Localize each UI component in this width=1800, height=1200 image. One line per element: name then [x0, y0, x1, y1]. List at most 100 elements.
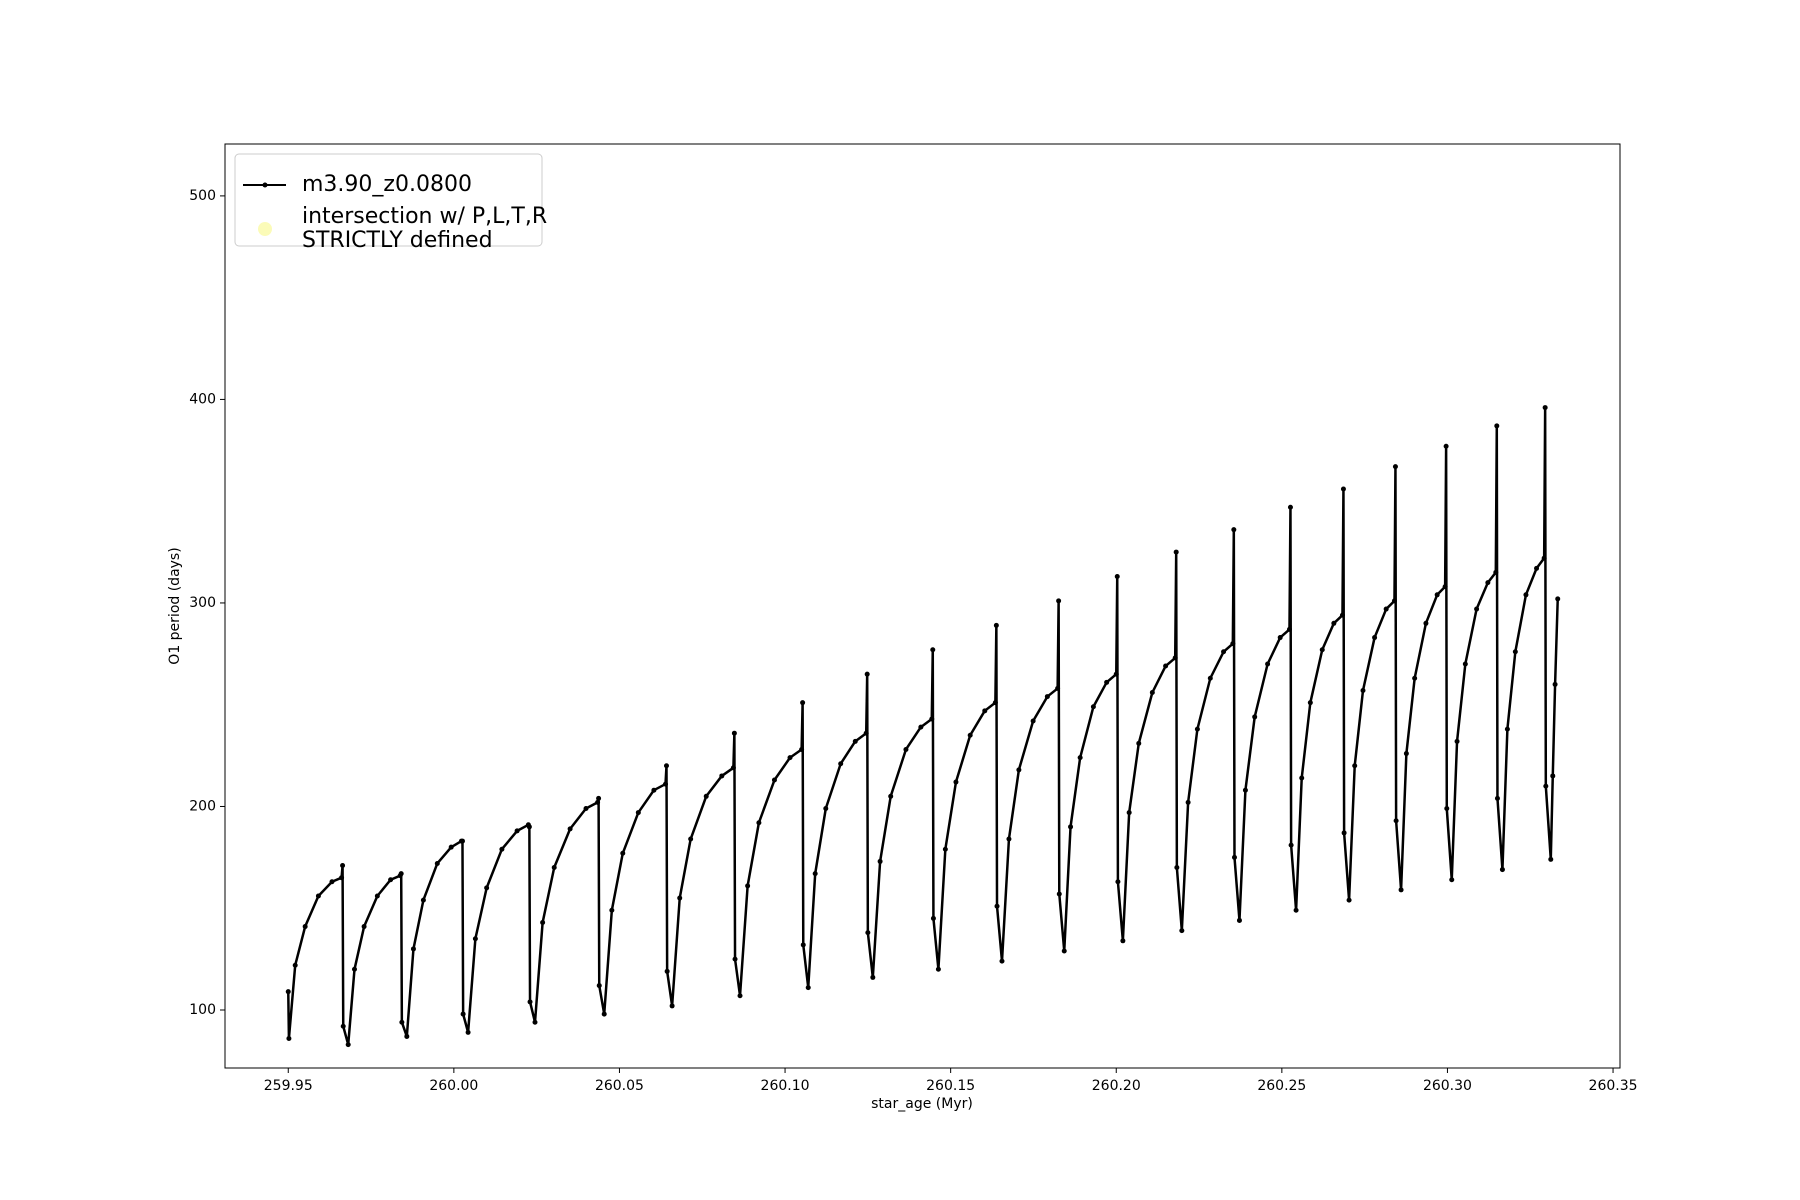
- data-point: [1288, 842, 1294, 848]
- data-point: [999, 958, 1005, 964]
- data-point: [929, 716, 935, 722]
- x-axis-label: star_age (Myr): [871, 1096, 973, 1112]
- legend-marker: [258, 222, 272, 236]
- data-point: [1360, 687, 1366, 693]
- y-tick-label: 400: [189, 391, 216, 407]
- legend-box: [234, 153, 543, 247]
- data-point: [800, 700, 806, 706]
- data-point: [1454, 738, 1460, 744]
- legend-label: m3.90_z0.0800: [302, 172, 472, 197]
- data-point: [737, 993, 743, 999]
- data-point: [404, 1033, 410, 1039]
- data-point: [1307, 700, 1313, 706]
- data-point: [1113, 671, 1119, 677]
- data-point: [870, 974, 876, 980]
- data-point: [601, 1011, 607, 1017]
- data-point: [935, 966, 941, 972]
- data-point: [877, 858, 883, 864]
- data-point: [460, 1011, 466, 1017]
- data-point: [1006, 836, 1012, 842]
- data-point: [340, 862, 346, 868]
- data-point: [1104, 679, 1110, 685]
- data-point: [664, 968, 670, 974]
- data-point: [583, 806, 589, 812]
- y-tick-label: 300: [189, 595, 216, 611]
- data-point: [1174, 865, 1180, 871]
- data-point: [688, 836, 694, 842]
- data-point: [540, 919, 546, 925]
- y-tick-label: 200: [189, 798, 216, 814]
- data-point: [398, 871, 404, 877]
- data-point: [1236, 917, 1242, 923]
- data-point: [1030, 718, 1036, 724]
- x-tick-label: 260.30: [1423, 1078, 1472, 1094]
- x-tick-label: 259.95: [264, 1078, 313, 1094]
- y-axis-label: O1 period (days): [167, 547, 183, 664]
- data-point: [1391, 598, 1397, 604]
- data-point: [942, 846, 948, 852]
- data-point: [1442, 584, 1448, 590]
- data-point: [1252, 714, 1258, 720]
- data-point: [420, 897, 426, 903]
- data-point: [719, 773, 725, 779]
- data-point: [1044, 694, 1050, 700]
- data-point: [551, 865, 557, 871]
- data-point: [1114, 573, 1120, 579]
- data-point: [472, 936, 478, 942]
- data-point: [1172, 655, 1178, 661]
- data-point: [1149, 689, 1155, 695]
- data-point: [1231, 854, 1237, 860]
- data-point: [838, 761, 844, 767]
- data-point: [677, 895, 683, 901]
- data-point: [1319, 647, 1325, 653]
- data-point: [1221, 649, 1227, 655]
- data-point: [1398, 887, 1404, 893]
- data-point: [1068, 824, 1074, 830]
- data-point: [1512, 649, 1518, 655]
- data-point: [329, 879, 335, 885]
- data-point: [286, 1035, 292, 1041]
- data-point: [340, 1023, 346, 1029]
- data-point: [730, 765, 736, 771]
- data-point: [731, 730, 737, 736]
- data-point: [888, 793, 894, 799]
- data-point: [459, 838, 465, 844]
- data-point: [1494, 795, 1500, 801]
- data-point: [1055, 685, 1061, 691]
- data-point: [1499, 867, 1505, 873]
- data-point: [787, 755, 793, 761]
- data-point: [1523, 592, 1529, 598]
- data-point: [732, 956, 738, 962]
- data-point: [1534, 565, 1540, 571]
- legend-label: intersection w/ P,L,T,R STRICTLY defined: [302, 204, 548, 253]
- data-point: [994, 903, 1000, 909]
- y-tick-label: 500: [189, 188, 216, 204]
- data-point: [567, 826, 573, 832]
- data-point: [1341, 830, 1347, 836]
- data-point: [1449, 877, 1455, 883]
- data-point: [930, 647, 936, 653]
- data-point: [1061, 948, 1067, 954]
- data-point: [1542, 405, 1548, 411]
- data-point: [703, 793, 709, 799]
- data-point: [1393, 818, 1399, 824]
- data-point: [635, 810, 641, 816]
- data-point: [1077, 755, 1083, 761]
- data-point: [993, 622, 999, 628]
- data-point: [1265, 661, 1271, 667]
- data-point: [1331, 620, 1337, 626]
- data-point: [1383, 606, 1389, 612]
- data-point: [1352, 763, 1358, 769]
- data-point: [302, 924, 308, 930]
- data-point: [992, 700, 998, 706]
- data-point: [1474, 606, 1480, 612]
- data-point: [800, 942, 806, 948]
- data-point: [771, 777, 777, 783]
- data-point: [1293, 907, 1299, 913]
- data-point: [1504, 726, 1510, 732]
- data-point: [1423, 620, 1429, 626]
- data-point: [374, 893, 380, 899]
- data-point: [663, 763, 669, 769]
- data-point: [1443, 443, 1449, 449]
- plot-frame: [224, 143, 1621, 1069]
